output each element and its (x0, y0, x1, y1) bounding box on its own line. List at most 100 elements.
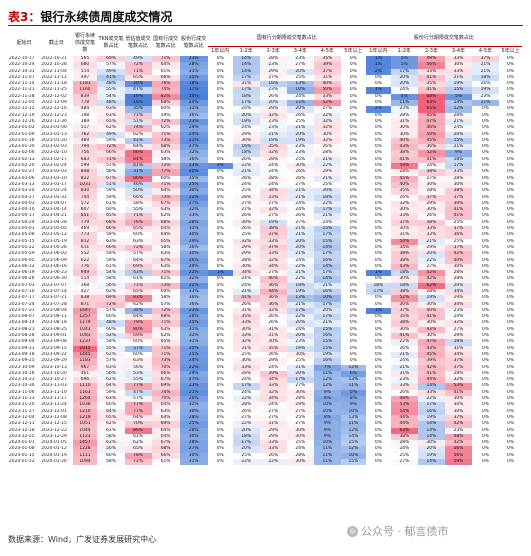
cell-jnt: 22% (179, 364, 208, 371)
cell-jnt: 30% (179, 188, 208, 195)
cell-a1: 0% (207, 156, 233, 164)
cell-b4: 20% (444, 282, 472, 289)
table-title-text: 银行永续债周度成交情况 (40, 10, 173, 24)
cell-b4: 33% (444, 56, 472, 63)
cell-b3: 39% (417, 358, 445, 365)
cell-d2: 2023-11-10 (41, 389, 67, 395)
cell-b3: 56% (417, 62, 445, 69)
cell-tkn: 48% (97, 100, 125, 107)
cell-d2: 2022-12-09 (41, 100, 67, 106)
cell-b4: 21% (444, 74, 472, 82)
cell-d2: 2023-04-07 (41, 200, 67, 206)
cell-d1: 2023-05-15 (9, 238, 35, 244)
cell-a5: 7% (313, 364, 341, 371)
cell-a6: 0% (340, 219, 366, 227)
table-row: 2023-11-06 2023-11-10 1163 59% 47% 74% 21% 0% 24… (8, 389, 522, 397)
col-header-term: 1-2年 (397, 48, 411, 54)
cell-a1: 0% (207, 87, 233, 94)
cell-sta: 66% (151, 74, 180, 82)
cell-d2: 2023-11-03 (41, 383, 67, 389)
cell-b4: 32% (444, 320, 472, 327)
cell-b2: 5% (390, 62, 418, 69)
cell-b6: 0% (499, 276, 522, 283)
cell-a4: 26% (286, 213, 314, 220)
col-header-term: 3-4年 (293, 48, 307, 54)
cell-n: 1210 (72, 408, 98, 415)
cell-a1: 0% (207, 421, 233, 428)
cell-b3: 64% (417, 100, 445, 107)
cell-sta: 57% (151, 301, 180, 308)
cell-a3: 37% (259, 232, 287, 239)
cell-b4: 21% (444, 144, 472, 151)
cell-b4: 15% (444, 137, 472, 145)
cell-b5: 0% (471, 288, 500, 296)
cell-b2: 38% (390, 251, 418, 258)
cell-b3: 45% (417, 137, 445, 145)
cell-tkn: 66% (97, 226, 125, 233)
cell-d2: 2024-01-19 (41, 452, 67, 458)
cell-a6: 0% (340, 175, 366, 182)
cell-n: 1160 (72, 87, 98, 94)
cell-jnt: 25% (179, 74, 208, 82)
cell-a6: 15% (340, 440, 366, 447)
cell-b5: 0% (471, 181, 500, 189)
cell-a6: 0% (340, 288, 366, 296)
cell-a3: 27% (259, 213, 287, 220)
cell-sta: 61% (151, 276, 180, 283)
cell-a3: 36% (259, 282, 287, 289)
cell-b5: 0% (471, 320, 500, 327)
table-row: 2023-09-25 2023-09-29 1183 57% 63% 73% 24% 0% 30… (8, 358, 522, 365)
cell-b6: 0% (499, 263, 522, 271)
cell-b3: 37% (417, 194, 445, 201)
cell-b2: 24% (390, 358, 418, 365)
col-header-term: 1-2年 (239, 48, 253, 54)
cell-a4: 30% (286, 389, 314, 397)
cell-b3: 44% (417, 377, 445, 384)
cell-tkn: 59% (97, 251, 125, 258)
cell-a1: 0% (207, 358, 233, 365)
cell-a3: 30% (259, 339, 287, 346)
cell-low: 34% (124, 307, 152, 315)
table-row: 2022-12-12 2022-12-16 484 63% 35% 60% 31% 0% 24%… (8, 106, 522, 113)
cell-b3: 62% (417, 282, 445, 289)
cell-sta: 63% (151, 251, 180, 258)
col-header-tkn: TKN成交笔数占比 (98, 36, 124, 49)
cell-b4: 33% (444, 68, 472, 75)
cell-b2: 38% (390, 150, 418, 157)
cell-low: 47% (124, 389, 152, 397)
cell-low: 46% (124, 181, 152, 189)
cell-low: 80% (124, 326, 152, 334)
cell-tkn: 58% (97, 433, 125, 441)
cell-b2: 27% (390, 459, 418, 466)
cell-jnt: 28% (179, 314, 208, 321)
cell-b3: 41% (417, 87, 445, 94)
cell-d2: 2023-06-16 (41, 263, 67, 269)
cell-a1: 0% (207, 427, 233, 434)
cell-b6: 0% (499, 62, 522, 69)
cell-d2: 2023-09-29 (41, 358, 67, 364)
cell-b2: 11% (390, 100, 418, 107)
cell-sta: 74% (151, 389, 180, 397)
cell-a3: 24% (259, 169, 287, 176)
cell-d1: 2024-01-22 (9, 459, 35, 464)
cell-a3: 34% (259, 396, 287, 403)
cell-a5: 24% (313, 219, 341, 227)
cell-a1: 0% (207, 200, 233, 208)
cell-a4: 20% (286, 131, 314, 138)
cell-b3: 43% (417, 345, 445, 352)
col-header-term: 1年以内 (211, 48, 230, 54)
cell-a6: 0% (340, 74, 366, 82)
cell-n: 773 (72, 232, 98, 239)
cell-low: 53% (124, 370, 152, 378)
cell-a6: 0% (340, 56, 366, 63)
cell-a3: 29% (259, 358, 287, 365)
cell-b6: 0% (499, 238, 522, 245)
cell-tkn: 59% (97, 194, 125, 201)
cell-n: 517 (72, 125, 98, 132)
cell-b4: 56% (444, 452, 472, 459)
table-row: 2023-08-28 2023-09-01 1083 52% 69% 62% 32% 0% 33… (8, 333, 522, 340)
cell-d1: 2023-02-27 (9, 169, 35, 175)
cell-d1: 2023-07-24 (9, 301, 35, 307)
table-row: 2023-07-17 2023-07-21 838 69% 83% 58% 36% 0% 41%… (8, 295, 522, 302)
cell-a6: 14% (340, 433, 366, 441)
